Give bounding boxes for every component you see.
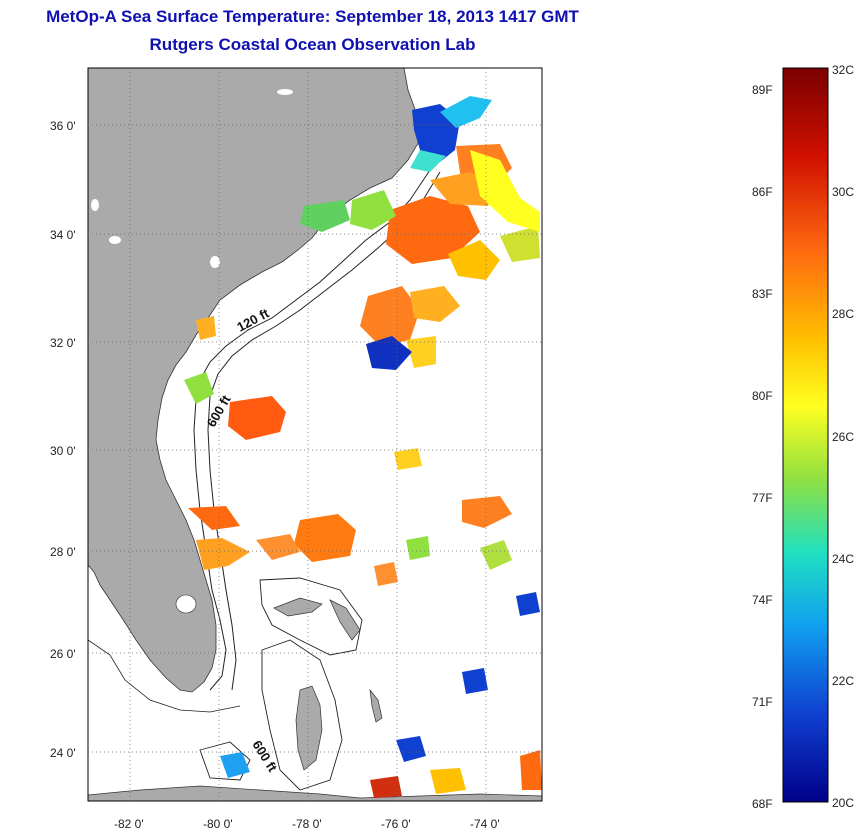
colorbar-fahrenheit-label: 77F xyxy=(752,491,773,505)
colorbar-celsius-label: 22C xyxy=(832,674,854,688)
land-grand-bahama xyxy=(273,597,323,617)
inland-lake xyxy=(91,199,99,211)
lake-okeechobee xyxy=(175,594,197,614)
colorbar-fahrenheit-label: 74F xyxy=(752,593,773,607)
temperature-colorbar xyxy=(782,67,829,803)
lon-tick-label: -74 0' xyxy=(470,817,500,831)
contour-bahama-bank xyxy=(259,577,363,656)
colorbar-fahrenheit-label: 83F xyxy=(752,287,773,301)
inland-lake xyxy=(109,236,121,244)
land-andros-island xyxy=(295,685,323,771)
land-abaco xyxy=(329,599,361,641)
inland-lake xyxy=(277,89,293,95)
contour-120ft xyxy=(193,169,431,691)
lat-tick-label: 26 0' xyxy=(50,647,76,661)
colorbar-fahrenheit-label: 80F xyxy=(752,389,773,403)
inland-lake xyxy=(210,256,220,268)
colorbar-celsius-label: 20C xyxy=(832,796,854,810)
contour-600ft xyxy=(207,171,441,691)
lat-tick-label: 34 0' xyxy=(50,228,76,242)
colorbar-celsius-label: 24C xyxy=(832,552,854,566)
map-subtitle: Rutgers Coastal Ocean Observation Lab xyxy=(149,35,476,54)
lon-tick-label: -82 0' xyxy=(114,817,144,831)
lon-tick-label: -80 0' xyxy=(203,817,233,831)
contour-florida-keys xyxy=(88,639,241,713)
colorbar-celsius-label: 30C xyxy=(832,185,854,199)
map-title: MetOp-A Sea Surface Temperature: Septemb… xyxy=(46,7,579,26)
map-area xyxy=(88,68,542,801)
colorbar-celsius-label: 28C xyxy=(832,307,854,321)
land-cuba-north xyxy=(88,785,542,801)
contour-great-bahama-bank xyxy=(261,639,343,791)
colorbar-fahrenheit-label: 86F xyxy=(752,185,773,199)
colorbar-fahrenheit-label: 71F xyxy=(752,695,773,709)
colorbar-fahrenheit-label: 89F xyxy=(752,83,773,97)
lat-tick-label: 24 0' xyxy=(50,746,76,760)
colorbar-celsius-label: 26C xyxy=(832,430,854,444)
sst-data-layer xyxy=(184,96,542,798)
lon-tick-label: -78 0' xyxy=(292,817,322,831)
land-eleuthera xyxy=(369,688,383,723)
land-us-east-coast xyxy=(88,68,429,693)
lat-tick-label: 32 0' xyxy=(50,336,76,350)
colorbar-fahrenheit-label: 68F xyxy=(752,797,773,811)
lat-tick-label: 30 0' xyxy=(50,444,76,458)
map-frame xyxy=(87,67,543,802)
lon-tick-label: -76 0' xyxy=(381,817,411,831)
colorbar-celsius-label: 32C xyxy=(832,63,854,77)
lat-tick-label: 28 0' xyxy=(50,545,76,559)
lat-tick-label: 36 0' xyxy=(50,119,76,133)
